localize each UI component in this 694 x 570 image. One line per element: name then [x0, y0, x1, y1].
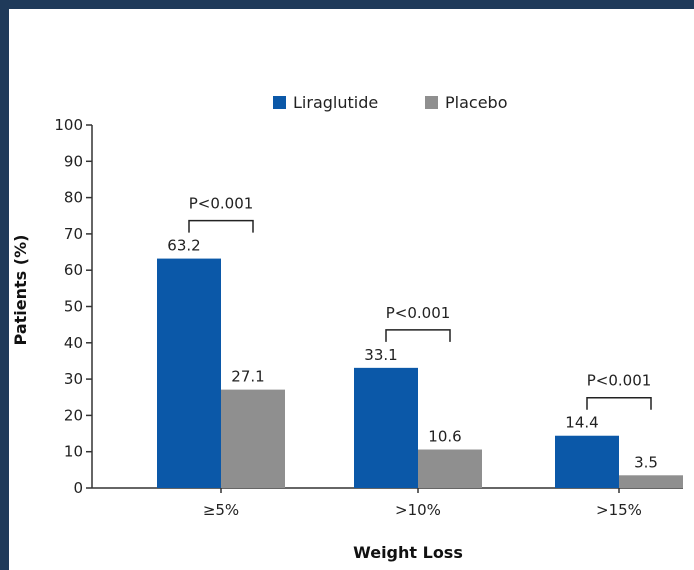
bar-liraglutide-0 [157, 258, 221, 488]
x-tick-label: >10% [395, 501, 441, 519]
y-tick-label: 30 [64, 370, 83, 388]
y-tick-label: 100 [54, 116, 83, 134]
y-tick-label: 50 [64, 298, 83, 316]
legend-swatch-liraglutide [273, 96, 286, 109]
y-tick-label: 60 [64, 261, 83, 279]
p-value-label: P<0.001 [189, 195, 254, 213]
y-tick-label: 20 [64, 406, 83, 424]
bars: 63.2 27.1 33.1 10.6 14.4 3.5 [157, 237, 683, 488]
y-tick-label: 70 [64, 225, 83, 243]
y-axis: 0 10 20 30 40 50 60 70 80 90 100 [54, 116, 93, 497]
x-axis-title: Weight Loss [353, 543, 463, 562]
y-tick-label: 10 [64, 443, 83, 461]
bar-placebo-2 [619, 475, 683, 488]
legend-label-placebo: Placebo [445, 93, 507, 112]
data-label: 14.4 [565, 414, 598, 432]
data-label: 63.2 [167, 237, 200, 255]
p-value-bracket [188, 219, 254, 233]
bar-placebo-1 [418, 449, 482, 488]
data-label: 3.5 [634, 453, 658, 471]
data-label: 10.6 [428, 428, 461, 446]
legend-swatch-placebo [425, 96, 438, 109]
y-tick-label: 40 [64, 334, 83, 352]
significance-annotations: P<0.001 P<0.001 P<0.001 [188, 195, 652, 410]
p-value-label: P<0.001 [587, 372, 652, 390]
y-tick-label: 80 [64, 189, 83, 207]
legend: Liraglutide Placebo [273, 93, 507, 112]
p-value-label: P<0.001 [386, 304, 451, 322]
x-axis: ≥5% >10% >15% [92, 487, 683, 519]
y-axis-title: Patients (%) [11, 235, 30, 346]
data-label: 27.1 [231, 368, 264, 386]
data-label: 33.1 [364, 346, 397, 364]
bar-liraglutide-2 [555, 435, 619, 488]
p-value-bracket [586, 396, 652, 410]
y-tick-label: 90 [64, 152, 83, 170]
y-tick-label: 0 [73, 479, 83, 497]
p-value-bracket [385, 329, 451, 342]
legend-label-liraglutide: Liraglutide [293, 93, 378, 112]
x-tick-label: >15% [596, 501, 642, 519]
x-tick-label: ≥5% [203, 501, 239, 519]
bar-placebo-0 [221, 389, 285, 488]
bar-liraglutide-1 [354, 367, 418, 488]
